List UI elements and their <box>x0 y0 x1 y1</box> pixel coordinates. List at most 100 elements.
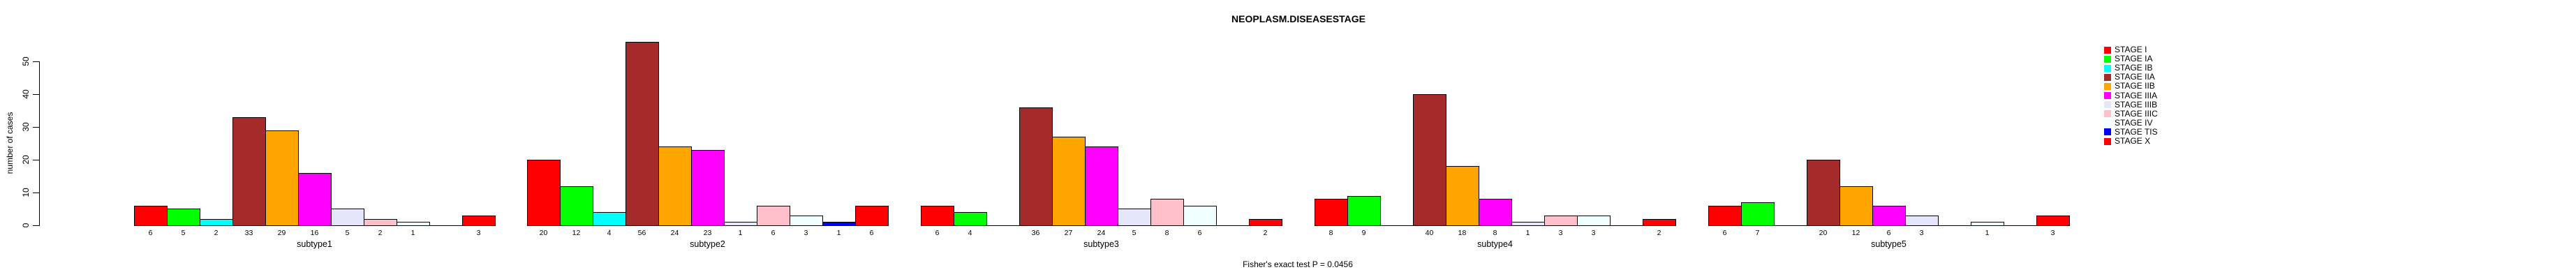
bar-stage-iia <box>1807 160 1840 226</box>
legend-swatch <box>2104 128 2111 136</box>
bar-stage-iib <box>1052 137 1086 226</box>
bar-value-label: 56 <box>637 229 646 237</box>
bar-stage-ia <box>1347 196 1381 226</box>
legend-item: STAGE IIIA <box>2104 90 2158 100</box>
legend-item: STAGE IIA <box>2104 73 2155 81</box>
bar-value-label: 27 <box>1064 229 1073 237</box>
bar-value-label: 1 <box>410 229 415 237</box>
legend-swatch <box>2104 46 2111 54</box>
legend-swatch <box>2104 73 2111 81</box>
y-axis-tick <box>33 127 40 128</box>
legend-label: STAGE IA <box>2115 54 2153 64</box>
y-axis-tick <box>33 225 40 227</box>
bar-value-label: 2 <box>1263 229 1268 237</box>
bar-stage-x <box>1249 219 1282 226</box>
bar-value-label: 23 <box>703 229 712 237</box>
bar-stage-iv <box>397 222 430 226</box>
bar-stage-iiia <box>691 150 725 226</box>
legend-swatch <box>2104 92 2111 99</box>
bar-stage-iiia <box>1872 206 1906 226</box>
bar-stage-iib <box>265 130 299 226</box>
bar-value-label: 3 <box>1591 229 1596 237</box>
y-axis-tick <box>33 61 40 63</box>
bar-value-label: 2 <box>378 229 383 237</box>
bar-stage-i <box>1315 199 1348 226</box>
legend-item: STAGE IV <box>2104 119 2152 127</box>
bar-value-label: 33 <box>244 229 253 237</box>
y-axis-tick <box>33 94 40 96</box>
bar-value-label: 12 <box>1851 229 1860 237</box>
legend-item: STAGE I <box>2104 45 2147 54</box>
y-axis-line <box>39 61 40 225</box>
legend-swatch <box>2104 110 2111 118</box>
legend-swatch <box>2104 55 2111 63</box>
bar-value-label: 2 <box>1657 229 1661 237</box>
bar-stage-x <box>855 206 889 226</box>
bar-value-label: 6 <box>771 229 776 237</box>
legend-label: STAGE IB <box>2115 63 2153 73</box>
legend-item: STAGE IB <box>2104 63 2153 73</box>
bar-stage-ib <box>593 212 626 226</box>
legend-swatch <box>2104 82 2111 90</box>
bar-value-label: 1 <box>1525 229 1530 237</box>
bar-value-label: 6 <box>1886 229 1891 237</box>
bar-value-label: 20 <box>1819 229 1828 237</box>
bar-value-label: 1 <box>1985 229 1990 237</box>
legend-swatch <box>2104 64 2111 72</box>
bar-value-label: 16 <box>310 229 319 237</box>
category-label-subtype3: subtype3 <box>1083 239 1119 249</box>
bar-stage-iv <box>1971 222 2004 226</box>
bar-value-label: 6 <box>148 229 153 237</box>
bar-stage-iv <box>790 216 823 226</box>
bar-value-label: 20 <box>539 229 548 237</box>
bar-stage-iib <box>1446 166 1479 226</box>
bar-value-label: 24 <box>1097 229 1106 237</box>
legend-swatch <box>2104 119 2111 127</box>
y-tick-label-text: 20 <box>21 155 31 165</box>
bar-value-label: 5 <box>181 229 186 237</box>
bar-value-label: 3 <box>1919 229 1924 237</box>
bar-stage-i <box>1708 206 1742 226</box>
legend-item: STAGE TIS <box>2104 128 2158 136</box>
bar-stage-iiib <box>331 209 364 226</box>
bar-stage-iia <box>1413 94 1446 226</box>
legend-item: STAGE IIIB <box>2104 99 2158 110</box>
bar-value-label: 6 <box>935 229 940 237</box>
bar-stage-i <box>921 206 954 226</box>
legend-label: STAGE IIIA <box>2115 90 2158 100</box>
bar-value-label: 6 <box>1197 229 1202 237</box>
legend-label: STAGE IIA <box>2115 72 2155 82</box>
category-label-subtype2: subtype2 <box>690 239 725 249</box>
bar-stage-iiib <box>1118 209 1151 226</box>
bar-value-label: 12 <box>572 229 581 237</box>
bar-value-label: 6 <box>1722 229 1727 237</box>
legend-item: STAGE IA <box>2104 54 2153 64</box>
legend-label: STAGE I <box>2115 45 2147 54</box>
bar-stage-ia <box>954 212 987 226</box>
bar-stage-iiib <box>1905 216 1939 226</box>
bar-value-label: 36 <box>1031 229 1040 237</box>
category-label-subtype5: subtype5 <box>1871 239 1907 249</box>
y-axis-label: number of cases <box>5 112 15 174</box>
bar-stage-x <box>462 216 496 226</box>
bar-stage-iiic <box>1150 199 1184 226</box>
category-label-subtype1: subtype1 <box>297 239 332 249</box>
bar-value-label: 29 <box>277 229 286 237</box>
bar-value-label: 1 <box>738 229 743 237</box>
bar-stage-tis <box>822 222 856 226</box>
bar-value-label: 3 <box>1558 229 1563 237</box>
y-tick-label-text: 40 <box>21 89 31 99</box>
bar-value-label: 5 <box>1132 229 1137 237</box>
legend-swatch <box>2104 101 2111 109</box>
y-tick-label-text: 0 <box>21 223 31 228</box>
legend-label: STAGE IIB <box>2115 81 2155 91</box>
legend-label: STAGE IV <box>2115 117 2153 128</box>
bar-stage-iiia <box>298 173 332 226</box>
bar-value-label: 24 <box>670 229 679 237</box>
bar-value-label: 8 <box>1328 229 1333 237</box>
legend-label: STAGE IIIB <box>2115 99 2158 110</box>
bar-value-label: 5 <box>345 229 350 237</box>
y-tick-label-text: 30 <box>21 122 31 132</box>
legend-item: STAGE IIIC <box>2104 110 2158 118</box>
